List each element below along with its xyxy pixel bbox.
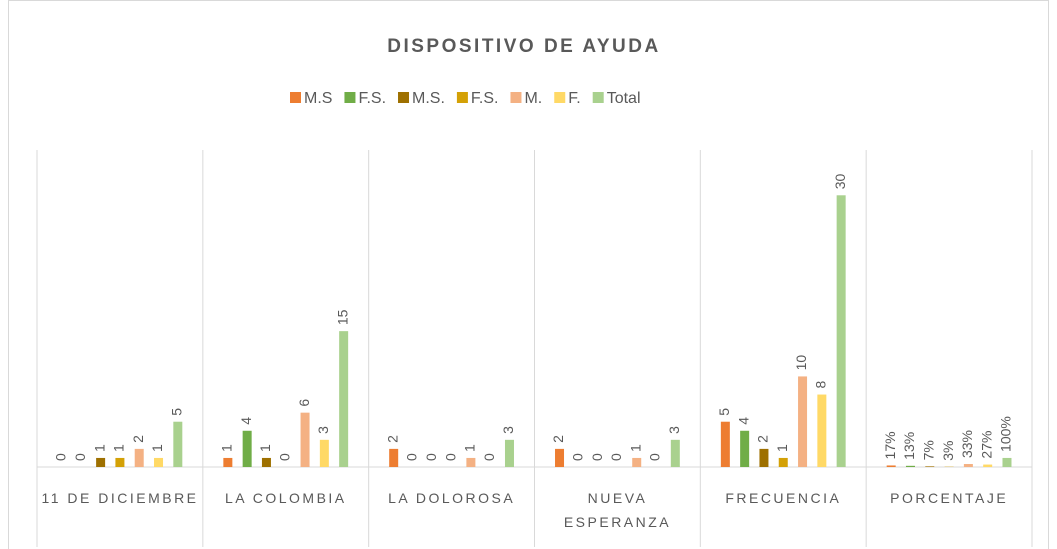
data-label: 100%: [998, 416, 1014, 452]
bar: [983, 464, 993, 467]
bar: [817, 394, 827, 467]
data-label: 3: [315, 426, 331, 434]
x-tick-label: PORCENTAJE: [890, 490, 1009, 506]
bar: [115, 457, 125, 467]
x-tick-label: 11 DE DICIEMBRE: [41, 490, 199, 506]
bar: [925, 466, 935, 467]
x-tick-label: FRECUENCIA: [725, 490, 842, 506]
bar: [466, 457, 476, 467]
legend-label: Total: [607, 90, 641, 107]
bar: [632, 457, 642, 467]
data-label: 17%: [882, 431, 898, 459]
bar: [905, 465, 915, 467]
data-label: 5: [716, 408, 732, 416]
legend-swatch: [592, 92, 604, 103]
data-label: 2: [130, 435, 146, 443]
legend-swatch: [398, 92, 410, 103]
bar: [173, 421, 183, 467]
x-tick-label: LA COLOMBIA: [225, 490, 347, 506]
data-label: 7%: [920, 440, 936, 460]
bar: [886, 465, 896, 467]
data-label: 0: [404, 453, 420, 461]
bar: [389, 448, 399, 467]
bar: [504, 439, 514, 467]
data-label: 30: [832, 173, 848, 189]
data-label: 4: [238, 417, 254, 425]
data-label: 1: [219, 444, 235, 452]
data-label: 0: [570, 453, 586, 461]
data-label: 0: [608, 453, 624, 461]
chart-title: DISPOSITIVO DE AYUDA: [387, 36, 660, 57]
legend-label: M.S.: [412, 90, 445, 107]
bar: [261, 457, 271, 467]
bar: [778, 457, 788, 467]
data-label: 3: [666, 426, 682, 434]
legend-swatch: [510, 92, 522, 103]
legend-swatch: [344, 92, 356, 103]
data-label: 13%: [901, 432, 917, 460]
bar: [319, 439, 329, 467]
data-label: 4: [735, 417, 751, 425]
data-label: 2: [384, 435, 400, 443]
data-label: 8: [813, 381, 829, 389]
bar: [242, 430, 252, 467]
legend-swatch: [290, 92, 301, 103]
data-label: 0: [72, 453, 88, 461]
data-label: 1: [111, 444, 127, 452]
legend-label: F.: [568, 90, 580, 107]
bar: [740, 430, 750, 467]
data-label: 0: [647, 453, 663, 461]
bar: [154, 457, 164, 467]
bar: [759, 448, 769, 467]
data-label: 10: [793, 355, 809, 371]
bar: [670, 439, 680, 467]
data-label: 5: [169, 408, 185, 416]
bar: [1002, 457, 1012, 467]
legend-swatch: [554, 92, 566, 103]
data-label: 2: [755, 435, 771, 443]
bar: [720, 421, 730, 467]
bar: [798, 376, 808, 467]
data-label: 1: [91, 444, 107, 452]
legend-label: F.S.: [358, 90, 386, 107]
data-label: 2: [550, 435, 566, 443]
data-label: 1: [774, 444, 790, 452]
data-label: 6: [296, 399, 312, 407]
data-label: 1: [257, 444, 273, 452]
bar: [836, 195, 846, 468]
data-label: 3%: [940, 440, 956, 460]
bar: [223, 457, 233, 467]
data-label: 15: [334, 309, 350, 325]
data-label: 0: [53, 453, 69, 461]
data-label: 1: [462, 444, 478, 452]
legend-label: M.S: [304, 90, 332, 107]
bar: [300, 412, 310, 467]
data-label: 0: [589, 453, 605, 461]
bar: [963, 464, 973, 467]
bar: [339, 331, 349, 467]
data-label: 0: [423, 453, 439, 461]
x-tick-label: LA DOLOROSA: [388, 490, 516, 506]
data-label: 1: [627, 444, 643, 452]
legend-label: M.: [524, 90, 542, 107]
bar: [96, 457, 106, 467]
data-label: 0: [442, 453, 458, 461]
legend-label: F.S.: [471, 90, 499, 107]
x-tick-label: NUEVA ESPERANZA: [563, 490, 672, 530]
data-label: 1: [149, 444, 165, 452]
data-label: 33%: [959, 430, 975, 458]
data-label: 27%: [978, 431, 994, 459]
data-label: 3: [500, 426, 516, 434]
legend-swatch: [456, 92, 468, 103]
data-label: 0: [276, 453, 292, 461]
data-label: 0: [481, 453, 497, 461]
bar: [555, 448, 565, 467]
bar: [134, 448, 144, 467]
